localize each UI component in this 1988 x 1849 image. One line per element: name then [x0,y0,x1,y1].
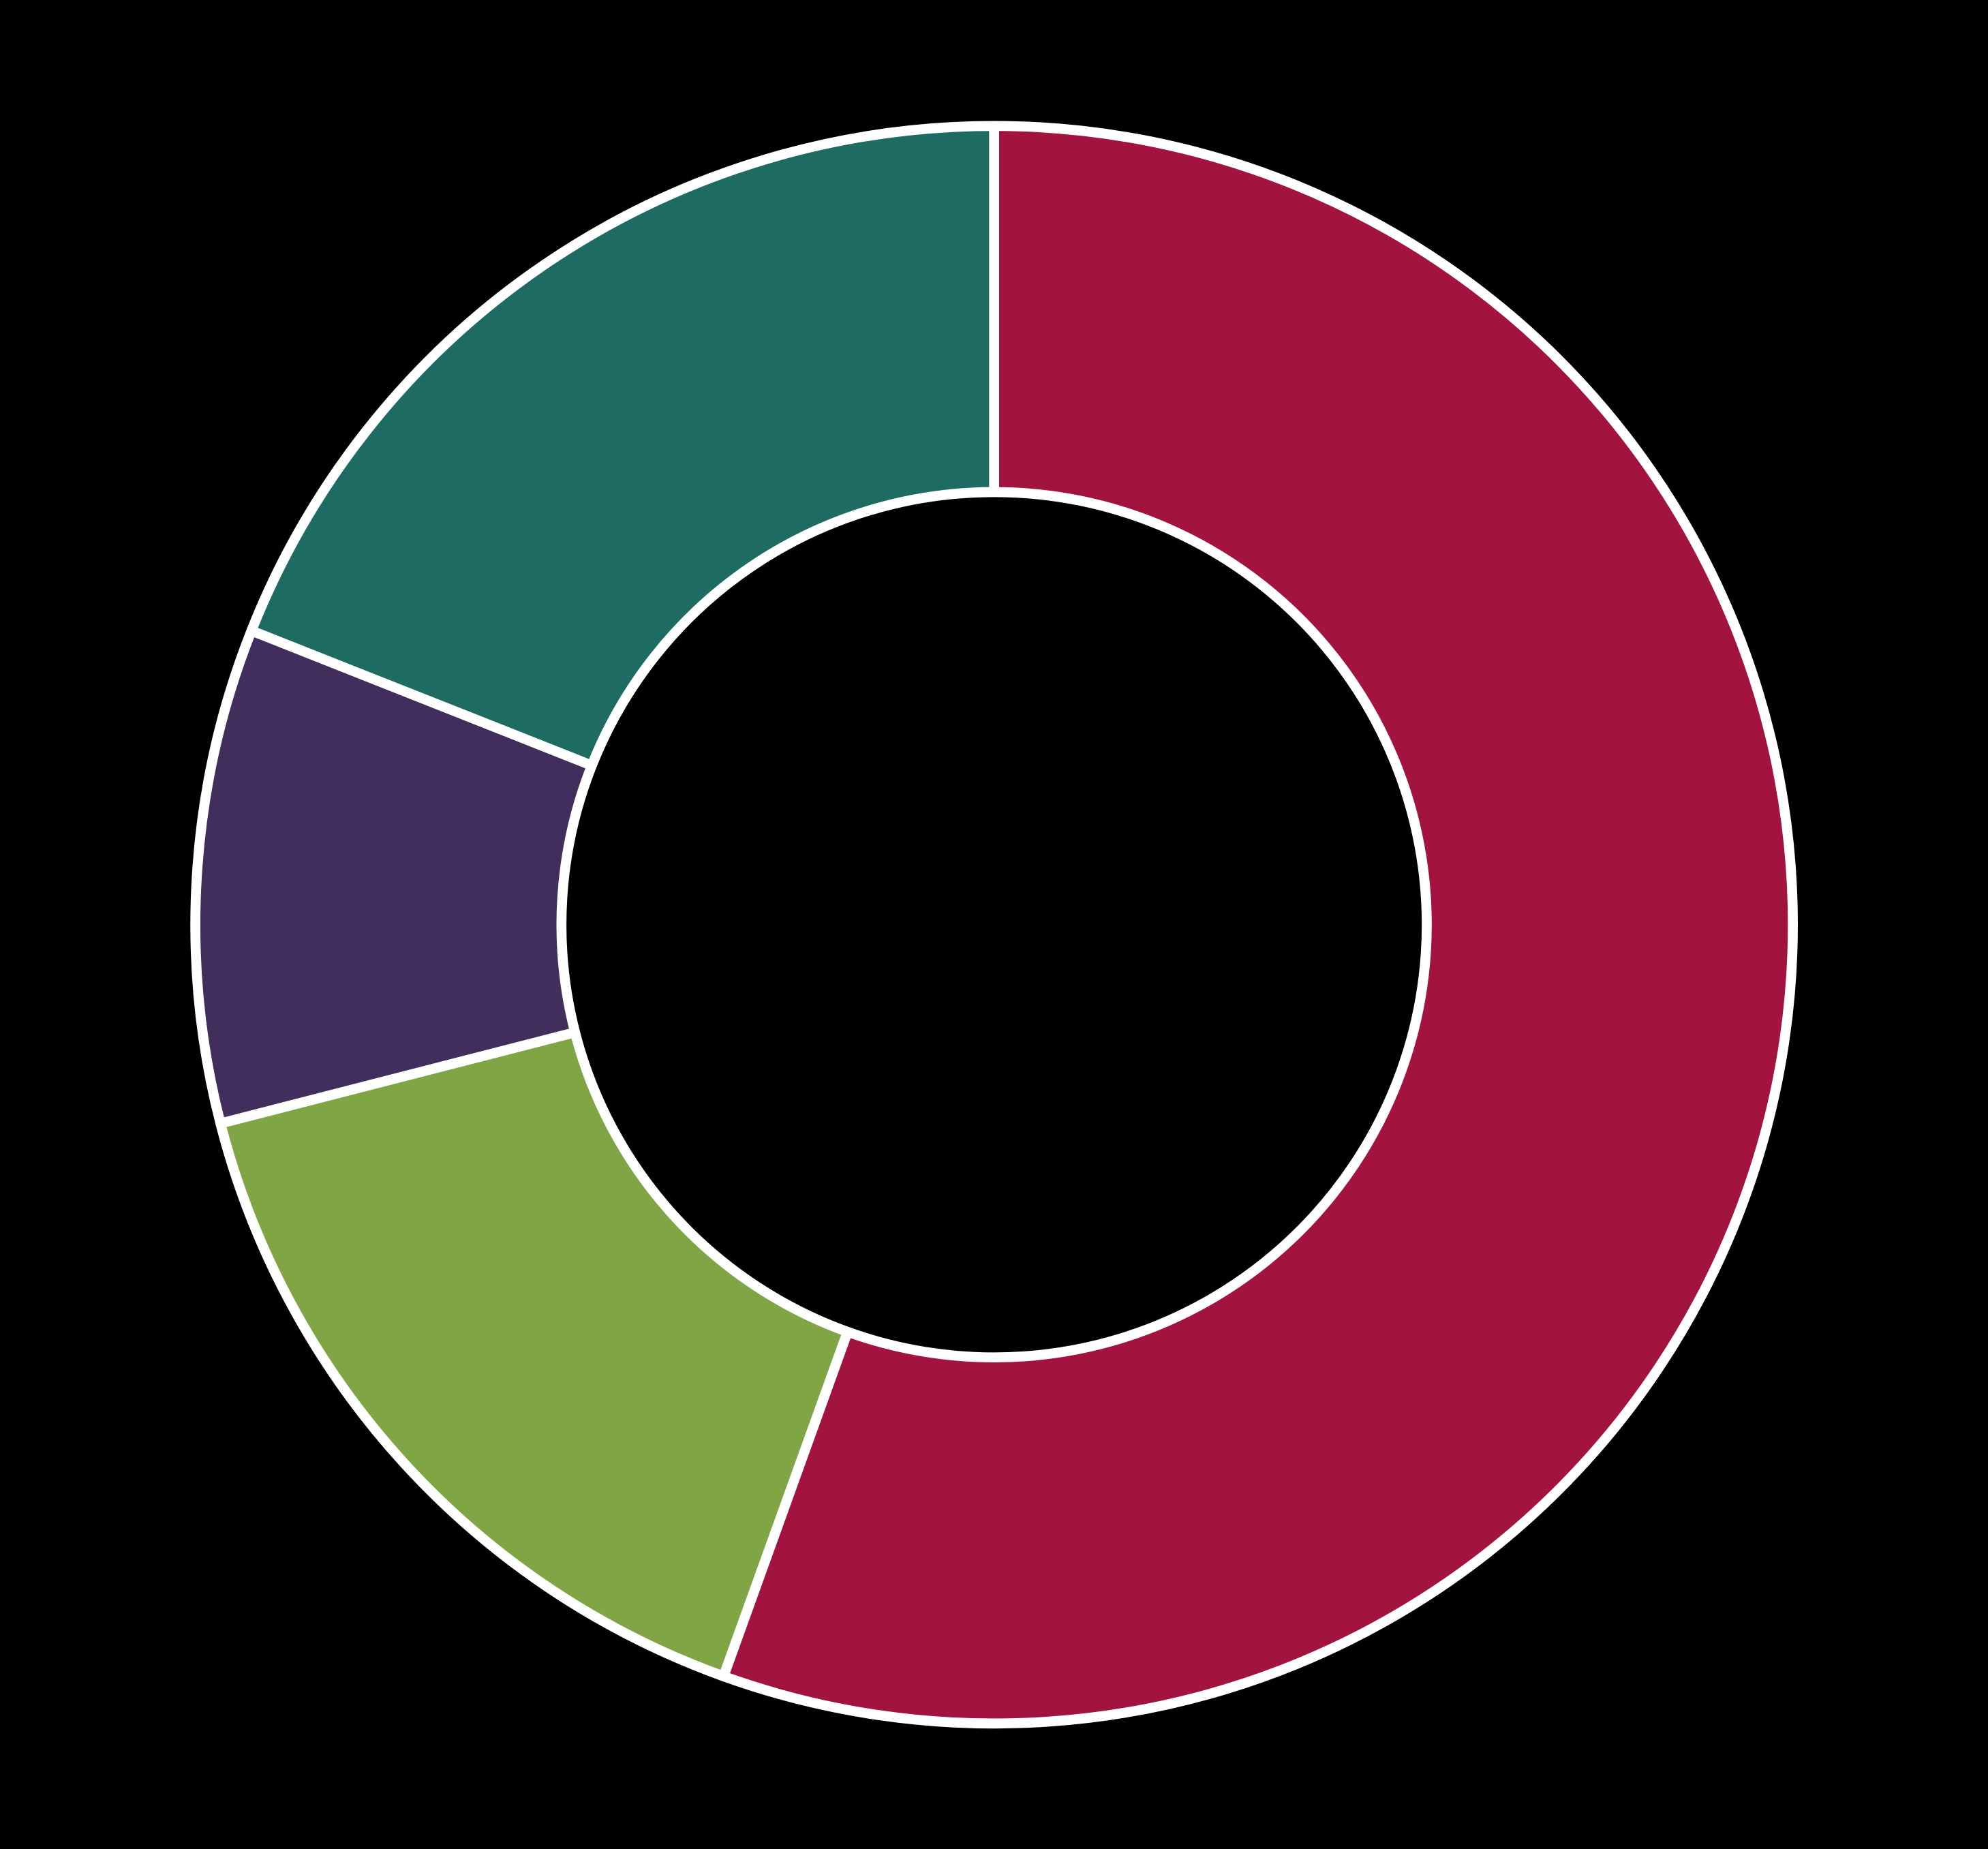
donut-slice-3 [251,125,994,765]
donut-slice-1 [220,1032,847,1676]
donut-chart-container [0,0,1988,1849]
donut-chart [100,93,1888,1757]
